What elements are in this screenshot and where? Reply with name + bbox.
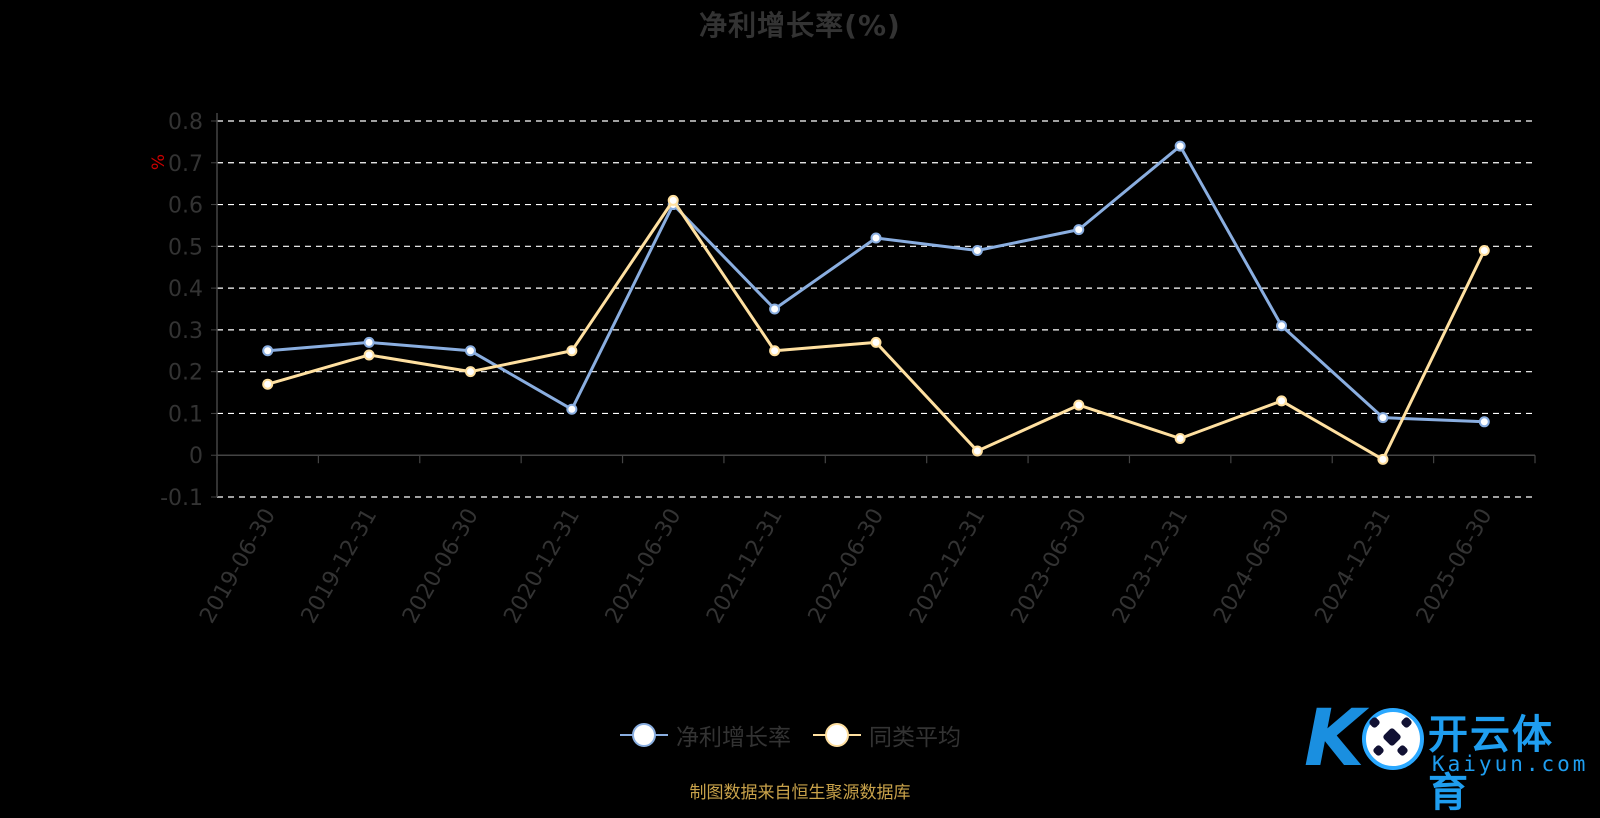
y-axis-unit: % — [149, 154, 169, 170]
legend-label: 净利增长率 — [676, 725, 791, 751]
data-point — [1174, 140, 1186, 152]
data-point — [870, 336, 882, 348]
data-point — [1276, 320, 1288, 332]
data-point — [262, 378, 274, 390]
x-tick-label: 2023-06-30 — [1006, 505, 1092, 628]
legend-item-peer-average[interactable]: 同类平均 — [813, 718, 961, 752]
x-tick-label: 2020-12-31 — [499, 505, 585, 628]
legend-label: 同类平均 — [869, 725, 961, 751]
data-point — [1174, 433, 1186, 445]
data-point — [566, 345, 578, 357]
x-tick-label: 2025-06-30 — [1412, 505, 1498, 628]
x-tick-label: 2020-06-30 — [398, 505, 484, 628]
legend-marker-icon — [813, 722, 861, 748]
legend-item-net-profit[interactable]: 净利增长率 — [620, 718, 791, 752]
y-tick-label: 0.4 — [168, 277, 203, 302]
kaiyun-watermark-logo: K 开云体育 Kaiyun.com — [1300, 694, 1590, 816]
y-tick-label: 0.6 — [168, 194, 203, 219]
y-tick-label: 0.3 — [168, 319, 203, 344]
x-tick-label: 2022-06-30 — [804, 505, 890, 628]
data-point — [363, 336, 375, 348]
x-tick-label: 2021-06-30 — [601, 505, 687, 628]
y-tick-label: 0 — [189, 444, 203, 469]
data-point — [1478, 416, 1490, 428]
data-point — [1073, 399, 1085, 411]
y-tick-label: 0.1 — [168, 402, 203, 427]
logo-text-en: Kaiyun.com — [1432, 752, 1589, 776]
data-point — [1073, 224, 1085, 236]
data-point — [363, 349, 375, 361]
y-tick-label: -0.1 — [160, 486, 203, 511]
data-point — [971, 245, 983, 257]
x-tick-label: 2021-12-31 — [702, 505, 788, 628]
data-point — [971, 445, 983, 457]
logo-k-icon: K — [1304, 694, 1365, 784]
data-source-note: 制图数据来自恒生聚源数据库 — [689, 783, 911, 803]
y-tick-label: 0.7 — [168, 152, 203, 177]
y-tick-label: 0.5 — [168, 235, 203, 260]
series-line-1 — [267, 144, 1485, 424]
data-point — [1377, 453, 1389, 465]
logo-text-cn: 开云体育 — [1428, 712, 1554, 816]
legend-marker-icon — [620, 722, 668, 748]
data-point — [566, 403, 578, 415]
x-tick-label: 2023-12-31 — [1108, 505, 1194, 628]
data-point — [464, 345, 476, 357]
line-chart: 0.8 0.7 0.6 0.5 0.4 0.3 0.2 0.1 0 -0.1% 2019-06-30… — [149, 110, 1536, 628]
x-tick-label: 2019-12-31 — [297, 505, 383, 628]
data-point — [769, 345, 781, 357]
data-point — [1377, 412, 1389, 424]
data-point — [464, 366, 476, 378]
x-tick-label: 2019-06-30 — [195, 505, 281, 628]
x-tick-label: 2022-12-31 — [905, 505, 991, 628]
soccer-ball-icon — [1362, 708, 1424, 770]
legend: 净利增长率 同类平均 — [620, 718, 983, 752]
chart-title: 净利增长率(%) — [699, 9, 901, 42]
x-tick-label: 2024-12-31 — [1311, 505, 1397, 628]
x-tick-label: 2024-06-30 — [1209, 505, 1295, 628]
data-point — [870, 232, 882, 244]
data-point — [769, 303, 781, 315]
data-point — [667, 194, 679, 206]
data-point — [262, 345, 274, 357]
y-tick-label: 0.2 — [168, 361, 203, 386]
data-point — [1478, 245, 1490, 257]
data-point — [1276, 395, 1288, 407]
y-tick-label: 0.8 — [168, 110, 203, 135]
